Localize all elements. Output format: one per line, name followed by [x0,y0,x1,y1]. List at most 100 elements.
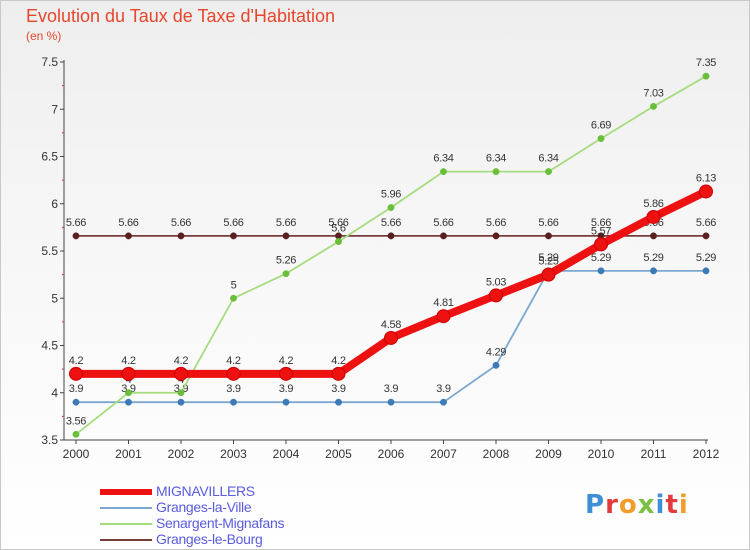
legend-item-granges-la-ville: Granges-la-Ville [100,499,400,516]
data-label-senargent-mignafans: 6.34 [486,153,506,165]
data-point-senargent-mignafans [492,168,500,176]
data-point-senargent-mignafans [387,204,395,211]
data-label-mignavillers: 4.2 [226,355,241,367]
data-point-granges-la-ville [702,267,710,275]
data-point-granges-la-ville [492,361,500,369]
data-label-senargent-mignafans: 7.35 [696,57,716,69]
x-tick-label: 2006 [378,447,405,461]
data-point-granges-le-bourg [545,232,552,240]
x-tick-label: 2001 [115,447,142,461]
data-label-senargent-mignafans: 5.6 [331,223,346,235]
data-label-mignavillers: 5.25 [538,256,558,268]
data-label-granges-la-ville: 5.29 [696,252,716,264]
legend-label-senargent-mignafans: Senargent-Mignafans [156,515,285,531]
data-point-granges-la-ville [597,267,605,275]
data-point-granges-le-bourg [282,232,290,240]
data-point-mignavillers [646,209,661,224]
data-point-senargent-mignafans [125,389,132,397]
data-point-mignavillers [594,237,608,252]
y-tick-label: 5 [51,291,58,305]
data-point-senargent-mignafans [702,72,710,80]
data-label-mignavillers: 6.13 [696,172,716,184]
x-tick-label: 2010 [588,447,615,461]
x-tick-label: 2007 [430,447,457,461]
data-point-granges-le-bourg [387,232,395,240]
data-label-mignavillers: 5.03 [486,276,506,288]
data-point-mignavillers [226,366,241,381]
legend-label-mignavillers: MIGNAVILLERS [156,483,255,499]
x-tick-label: 2011 [641,447,667,461]
y-tick-label: 4 [51,386,58,400]
data-label-senargent-mignafans: 6.69 [591,120,611,132]
data-label-granges-la-ville: 3.9 [331,383,346,395]
data-point-mignavillers [436,309,451,324]
data-point-granges-le-bourg [177,232,185,240]
data-label-granges-la-ville: 4.29 [486,346,506,358]
x-tick-label: 2005 [325,447,352,461]
legend-item-mignavillers: MIGNAVILLERS [100,483,400,500]
data-label-granges-la-ville: 3.9 [226,383,241,395]
data-label-mignavillers: 5.57 [591,225,611,237]
data-label-granges-le-bourg: 5.66 [328,217,348,229]
data-point-granges-la-ville [125,398,132,406]
data-point-senargent-mignafans [335,238,342,246]
x-tick-label: 2008 [483,447,510,461]
data-point-mignavillers [174,366,188,381]
y-tick-label: 3.5 [41,433,58,447]
data-point-senargent-mignafans [650,102,657,110]
series-line-senargent-mignafans [75,75,707,436]
data-point-granges-la-ville [230,398,237,406]
data-label-granges-le-bourg: 5.66 [591,217,611,229]
y-tick-label: 4.5 [41,339,58,353]
data-point-mignavillers [69,366,83,381]
data-label-senargent-mignafans: 5.96 [381,189,401,201]
data-label-granges-la-ville: 3.9 [384,383,399,395]
data-point-granges-le-bourg [125,232,132,240]
data-label-senargent-mignafans: 5.26 [276,255,296,267]
x-tick-label: 2009 [535,447,562,461]
y-tick-label: 5.5 [41,244,58,258]
legend-swatch-granges-la-ville [100,507,152,509]
y-tick-label: 7.5 [41,55,58,69]
x-tick-label: 2003 [220,447,247,461]
data-label-granges-le-bourg: 5.66 [118,217,138,229]
x-tick-label: 2000 [63,447,90,461]
data-label-granges-le-bourg: 5.66 [486,217,506,229]
data-label-senargent-mignafans: 5 [231,279,237,291]
data-point-granges-le-bourg [702,232,710,240]
data-label-mignavillers: 4.58 [381,319,401,331]
data-point-mignavillers [279,366,293,381]
x-tick-label: 2012 [693,447,720,461]
legend-label-granges-le-bourg: Granges-le-Bourg [156,531,263,547]
data-point-mignavillers [384,330,398,345]
legend-label-granges-la-ville: Granges-la-Ville [156,499,252,515]
data-label-granges-le-bourg: 5.66 [276,217,296,229]
legend-swatch-mignavillers [100,489,152,495]
data-label-granges-la-ville: 3.9 [69,383,84,395]
data-label-mignavillers: 4.2 [69,355,84,367]
data-point-mignavillers [121,366,136,381]
data-label-mignavillers: 4.2 [279,355,294,367]
data-point-mignavillers [489,288,503,303]
data-label-senargent-mignafans: 3.56 [66,415,86,427]
data-point-granges-le-bourg [492,232,500,240]
data-point-senargent-mignafans [177,389,185,397]
data-point-granges-la-ville [387,398,395,406]
data-point-granges-le-bourg [650,232,657,240]
legend-item-granges-le-bourg: Granges-le-Bourg [100,531,400,548]
data-point-senargent-mignafans [282,270,290,278]
data-label-senargent-mignafans: 6.34 [433,153,453,165]
data-point-granges-la-ville [282,398,290,406]
data-label-senargent-mignafans: 7.03 [643,87,663,99]
data-point-mignavillers [699,184,713,199]
line-chart: 3.5 4 4.5 5 5.5 6 6.5 7 7.5 2000 2001 2002 2003 2004 2… [41,55,720,461]
data-point-granges-la-ville [72,398,80,406]
data-label-senargent-mignafans: 6.34 [538,153,558,165]
legend-swatch-senargent-mignafans [100,523,152,525]
data-point-granges-le-bourg [72,232,80,240]
data-point-granges-la-ville [335,398,342,406]
chart-title: Evolution du Taux de Taxe d'Habitation [26,6,335,26]
y-tick-label: 6 [51,197,58,211]
data-label-granges-le-bourg: 5.66 [171,217,191,229]
chart-unit-label: (en %) [26,29,62,43]
